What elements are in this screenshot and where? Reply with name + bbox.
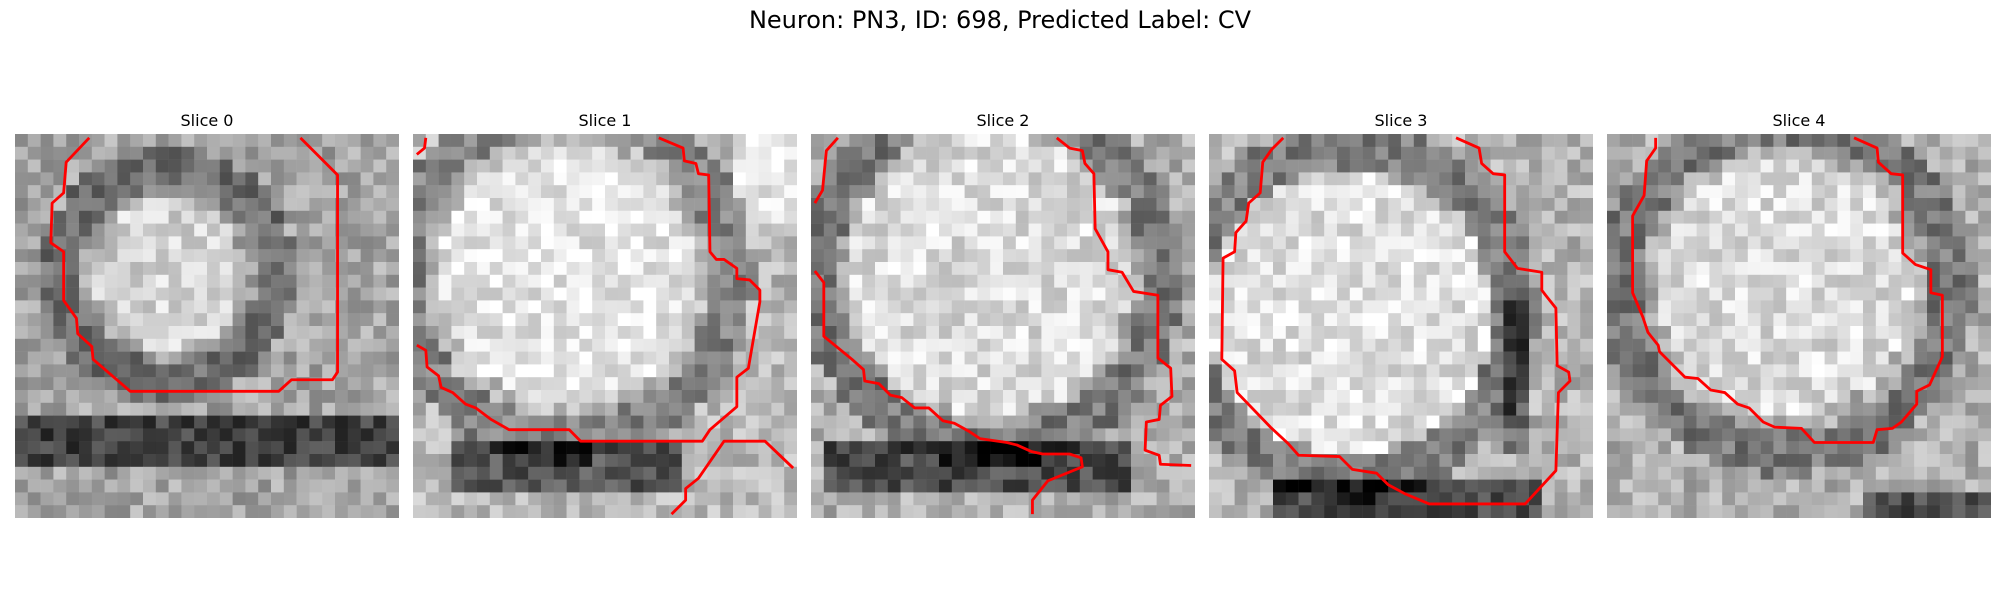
slice-title: Slice 0 (180, 111, 234, 130)
contour-line (416, 136, 762, 443)
slice-image (1607, 134, 1991, 518)
contour-line (813, 270, 1084, 515)
grayscale-pixels (15, 134, 399, 518)
grayscale-pixels (1209, 134, 1593, 518)
contour-line (415, 137, 428, 156)
slice-panel-1: Slice 1 (413, 108, 797, 518)
slice-image (413, 134, 797, 518)
slice-panel-0: Slice 0 (15, 108, 399, 518)
contour-line (670, 439, 795, 516)
slice-title: Slice 1 (578, 111, 632, 130)
contour-line (1631, 136, 1944, 444)
slice-panel-2: Slice 2 (811, 108, 1195, 518)
slice-title: Slice 3 (1374, 111, 1428, 130)
figure-title: Neuron: PN3, ID: 698, Predicted Label: C… (748, 6, 1252, 34)
grayscale-pixels (1607, 134, 1991, 518)
slice-image (15, 134, 399, 518)
contour-line (1220, 136, 1572, 506)
slice-panel-4: Slice 4 (1607, 108, 1991, 518)
slice-panel-3: Slice 3 (1209, 108, 1593, 518)
slice-title: Slice 2 (976, 111, 1030, 130)
slice-image (1209, 134, 1593, 518)
contour-line (49, 136, 339, 393)
contour-line (813, 136, 839, 204)
slice-title: Slice 4 (1772, 111, 1826, 130)
grayscale-pixels (413, 134, 797, 518)
contour-line (1055, 136, 1192, 467)
slice-image (811, 134, 1195, 518)
grayscale-pixels (811, 134, 1195, 518)
